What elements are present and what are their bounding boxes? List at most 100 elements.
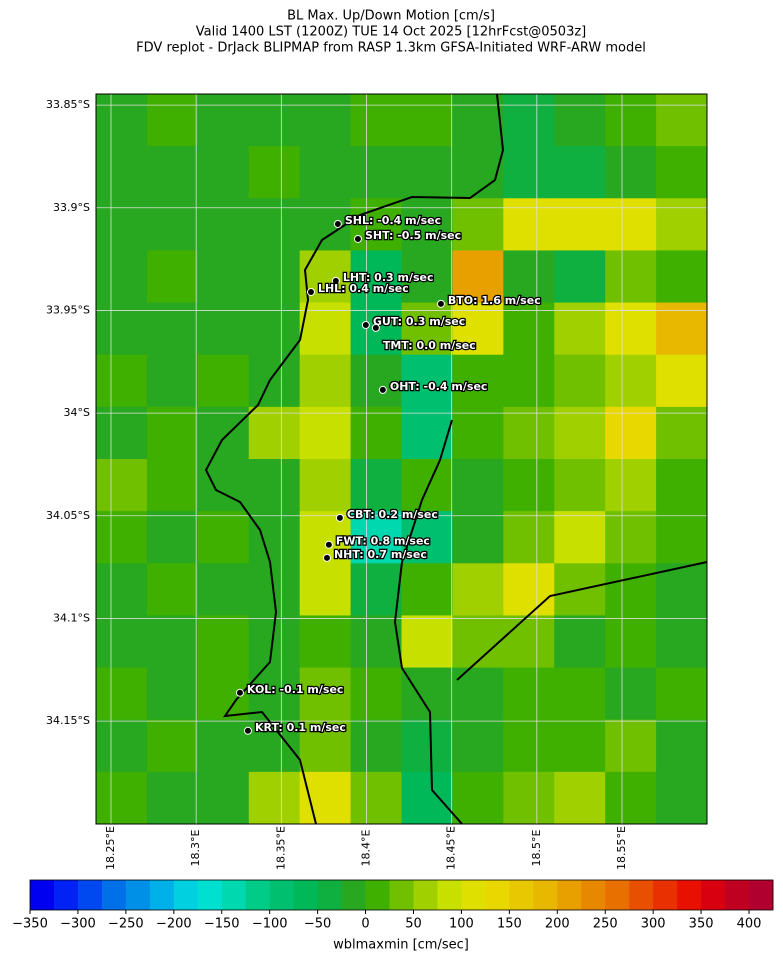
field-cell bbox=[503, 615, 555, 669]
field-cell bbox=[401, 667, 453, 721]
field-cell bbox=[197, 615, 250, 669]
field-cell bbox=[299, 94, 352, 147]
field-cell bbox=[197, 146, 250, 199]
field-cell bbox=[146, 302, 199, 356]
field-cell bbox=[503, 459, 555, 512]
colorbar-tick-label: −50 bbox=[304, 917, 331, 932]
field-cell bbox=[656, 771, 708, 825]
field-cell bbox=[452, 719, 504, 773]
field-cell bbox=[656, 94, 708, 147]
station-label: FWT: 0.8 m/sec bbox=[336, 535, 430, 548]
x-tick-label: 18.35°E bbox=[274, 826, 287, 870]
field-cell bbox=[146, 146, 199, 199]
colorbar-swatch bbox=[413, 880, 438, 910]
field-cell bbox=[605, 563, 657, 616]
field-cell bbox=[146, 198, 199, 251]
field-cell bbox=[197, 563, 250, 616]
y-tick-label: 34.1°S bbox=[53, 611, 90, 624]
station-label: GUT: 0.3 m/sec bbox=[373, 315, 465, 328]
field-cell bbox=[452, 406, 504, 460]
field-cell bbox=[503, 302, 555, 356]
field-cell bbox=[248, 771, 301, 825]
station-dot bbox=[333, 219, 342, 228]
colorbar-swatch bbox=[437, 880, 462, 910]
field-cell bbox=[605, 406, 657, 460]
stations: SHL: -0.4 m/sec SHT: -0.5 m/sec LHT: 0.3 m… bbox=[235, 213, 542, 735]
station-dot bbox=[331, 276, 340, 285]
field-cell bbox=[96, 667, 148, 721]
field-cell bbox=[401, 771, 453, 825]
colorbar-swatch bbox=[245, 880, 271, 910]
field-cell bbox=[96, 563, 148, 616]
colorbar-swatch bbox=[77, 880, 103, 910]
field-cell bbox=[96, 615, 148, 669]
station-label: SHL: -0.4 m/sec bbox=[345, 214, 441, 227]
map-frame bbox=[95, 93, 708, 825]
grid bbox=[96, 94, 707, 824]
field-cell bbox=[96, 302, 148, 356]
field-cell bbox=[656, 719, 708, 773]
field-cell bbox=[350, 719, 402, 773]
colorbar-swatch bbox=[557, 880, 582, 910]
station-label: OHT: -0.4 m/sec bbox=[390, 380, 488, 393]
field-cell bbox=[554, 459, 606, 512]
field-cell bbox=[350, 511, 402, 564]
field-cell bbox=[401, 146, 453, 199]
colorbar-swatch bbox=[485, 880, 510, 910]
field-cell bbox=[197, 94, 250, 147]
field-cell bbox=[452, 302, 504, 356]
station-label: CBT: 0.2 m/sec bbox=[347, 508, 438, 521]
field-cell bbox=[350, 459, 402, 512]
field-cell bbox=[554, 354, 606, 408]
field-cell bbox=[554, 302, 606, 356]
colorbar-swatch bbox=[221, 880, 247, 910]
field-cell bbox=[554, 771, 606, 825]
colorbar-swatch bbox=[533, 880, 558, 910]
x-tick-label: 18.55°E bbox=[615, 826, 628, 870]
colorbar-tick-label: −300 bbox=[60, 917, 96, 932]
colorbar-swatch bbox=[461, 880, 486, 910]
colorbar-label: wblmaxmin [cm/sec] bbox=[333, 938, 469, 953]
colorbar-tick-label: −150 bbox=[204, 917, 240, 932]
x-tick-label: 18.5°E bbox=[530, 829, 543, 866]
field-cell bbox=[146, 354, 199, 408]
field-cell bbox=[146, 667, 199, 721]
field-cell bbox=[299, 615, 352, 669]
field-cell bbox=[299, 719, 352, 773]
field-cell bbox=[554, 250, 606, 304]
station-label: KRT: 0.1 m/sec bbox=[255, 721, 346, 734]
station-label: LHL: 0.4 m/sec bbox=[318, 282, 409, 295]
colorbar-swatch bbox=[101, 880, 127, 910]
field-cell bbox=[299, 406, 352, 460]
field-cell bbox=[605, 667, 657, 721]
colorbar-swatch bbox=[173, 880, 199, 910]
field-cell bbox=[350, 406, 402, 460]
field-cell bbox=[146, 719, 199, 773]
colorbar-tick-label: 350 bbox=[689, 917, 714, 932]
field-cell bbox=[401, 198, 453, 251]
field-cell bbox=[503, 511, 555, 564]
colorbar-swatch bbox=[197, 880, 223, 910]
field-cell bbox=[656, 667, 708, 721]
title-line: BL Max. Up/Down Motion [cm/s] bbox=[287, 9, 495, 24]
field-cell bbox=[146, 771, 199, 825]
colorbar-swatch bbox=[30, 880, 55, 910]
y-tick-label: 34.15°S bbox=[46, 714, 90, 727]
field-cell bbox=[248, 406, 301, 460]
colorbar-swatch bbox=[605, 880, 630, 910]
field-cell bbox=[452, 146, 504, 199]
field-cell bbox=[350, 354, 402, 408]
field-cell bbox=[503, 94, 555, 147]
field-cell bbox=[656, 459, 708, 512]
colorbar-swatch bbox=[269, 880, 295, 910]
colorbar-tick-label: 50 bbox=[405, 917, 422, 932]
field-cell bbox=[197, 302, 250, 356]
field-cell bbox=[299, 771, 352, 825]
field-cell bbox=[605, 719, 657, 773]
field-cell bbox=[605, 459, 657, 512]
field-cell bbox=[248, 198, 301, 251]
field-cell bbox=[401, 94, 453, 147]
field-cell bbox=[146, 250, 199, 304]
field-cell bbox=[656, 615, 708, 669]
